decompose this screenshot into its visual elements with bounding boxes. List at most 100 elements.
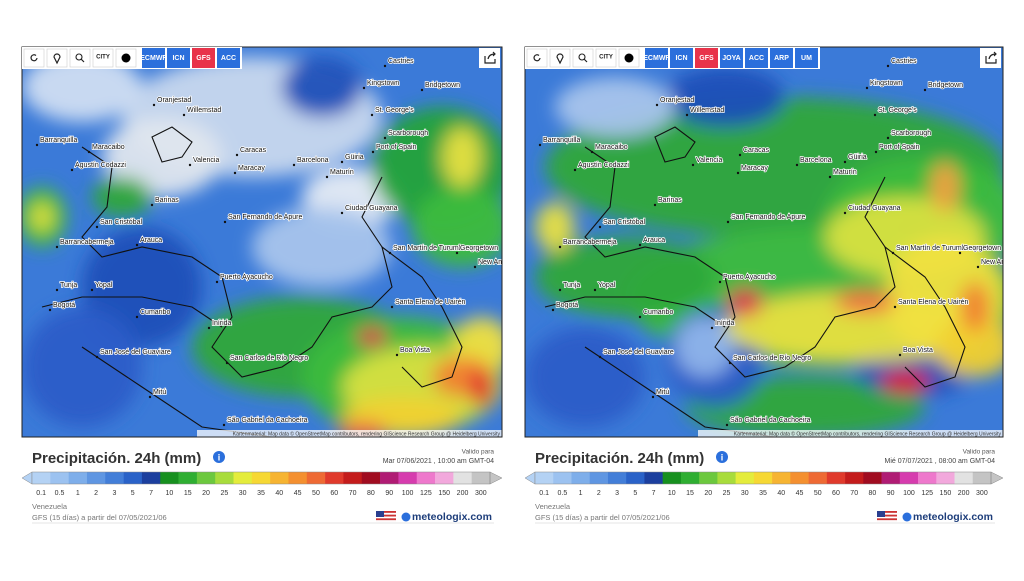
legend-cell [270, 472, 289, 484]
legend-cell [32, 472, 51, 484]
legend-value: 125 [921, 490, 933, 497]
city-label: Willemstad [187, 107, 221, 114]
legend-value: 70 [850, 490, 858, 497]
model-button[interactable] [720, 48, 743, 68]
city-dot [728, 361, 732, 365]
legend-cell [141, 472, 161, 484]
city-icon-label: CITY [599, 55, 613, 61]
city-label: San Carlos de Río Negro [733, 355, 811, 362]
legend-cell [680, 472, 700, 484]
city-dot [383, 136, 387, 140]
city-icon-label: CITY [96, 55, 110, 61]
refresh-button[interactable] [23, 48, 45, 68]
info-icon[interactable] [716, 451, 728, 463]
legend-cell [535, 472, 554, 484]
border [81, 146, 393, 378]
city-label: Barranquilla [40, 137, 77, 144]
share-button[interactable] [980, 48, 1001, 68]
model-button[interactable] [167, 48, 190, 68]
city-dot [718, 280, 722, 284]
city-dot [390, 305, 394, 309]
model-button-label: ARP [774, 55, 789, 62]
model-button[interactable] [695, 48, 718, 68]
city-dot [891, 251, 895, 255]
city-dot [873, 113, 877, 117]
city-dot [235, 153, 239, 157]
city-label: Inírida [212, 320, 232, 327]
city-label: Arauca [643, 237, 665, 244]
city-dot [233, 171, 237, 175]
legend-value: 40 [777, 490, 785, 497]
legend-cell [772, 472, 791, 484]
city-dot [455, 251, 459, 255]
legend-value: 1 [76, 490, 80, 497]
city-dot [795, 163, 799, 167]
title: Precipitación. 24h (mm) [535, 450, 704, 467]
model-button[interactable] [670, 48, 693, 68]
city-dot [215, 280, 219, 284]
location-button[interactable] [46, 48, 68, 68]
model-button[interactable] [770, 48, 793, 68]
city-dot [135, 315, 139, 319]
city-dot [558, 288, 562, 292]
precip-area [935, 317, 1003, 377]
legend-cell [589, 472, 609, 484]
city-dot [865, 86, 869, 90]
city-dot [395, 353, 399, 357]
city-label: Caracas [743, 147, 770, 154]
zoom-button[interactable] [69, 48, 91, 68]
model-run: GFS (15 días) a partir del 07/05/2021/06 [32, 513, 167, 522]
precip-area [442, 127, 482, 187]
model-button[interactable] [795, 48, 818, 68]
valid-time: Mié 07/07/2021 , 08:00 am GMT-04 [884, 458, 995, 465]
legend-value: 300 [475, 490, 487, 497]
valid-label: Valido para [963, 449, 996, 456]
legend-value: 125 [420, 490, 432, 497]
city-button[interactable] [595, 48, 617, 68]
precip-area [252, 207, 392, 287]
city-label: Inírida [715, 320, 735, 327]
city-dot [222, 423, 226, 427]
city-label: St. George's [375, 107, 414, 114]
legend-value: 20 [202, 490, 210, 497]
city-dot [95, 225, 99, 229]
model-button-label: UM [801, 55, 812, 62]
flag-canton [877, 511, 885, 517]
city-dot [225, 361, 229, 365]
location-button[interactable] [549, 48, 571, 68]
info-icon[interactable] [213, 451, 225, 463]
legend-cell [288, 472, 308, 484]
legend-cell [918, 472, 937, 484]
city-label: Bogotá [53, 302, 75, 309]
title: Precipitación. 24h (mm) [32, 450, 201, 467]
precip-area [835, 290, 895, 314]
model-button[interactable] [745, 48, 768, 68]
model-button[interactable] [192, 48, 215, 68]
city-label: Bridgetown [425, 82, 460, 89]
legend-cell [826, 472, 846, 484]
brand: meteologix.com [412, 511, 492, 523]
city-label: New Amsterdam [478, 259, 530, 266]
attribution-bg [698, 430, 1003, 437]
legend-cell [86, 472, 106, 484]
refresh-button[interactable] [526, 48, 548, 68]
city-label: Maturín [330, 169, 354, 176]
precip-area [555, 77, 675, 137]
share-icon [484, 51, 496, 64]
model-button-label: GFS [196, 55, 211, 62]
model-button[interactable] [217, 48, 240, 68]
city-label: Oranjestad [660, 97, 694, 104]
legend-cell [398, 472, 418, 484]
city-label: Maracaibo [92, 144, 125, 151]
precip-area [92, 177, 152, 217]
legend-cell [306, 472, 326, 484]
city-dot [898, 353, 902, 357]
model-button[interactable] [645, 48, 668, 68]
model-button[interactable] [142, 48, 165, 68]
zoom-button[interactable] [572, 48, 594, 68]
city-dot [638, 243, 642, 247]
icon [556, 53, 564, 65]
share-button[interactable] [479, 48, 500, 68]
city-button[interactable] [92, 48, 114, 68]
